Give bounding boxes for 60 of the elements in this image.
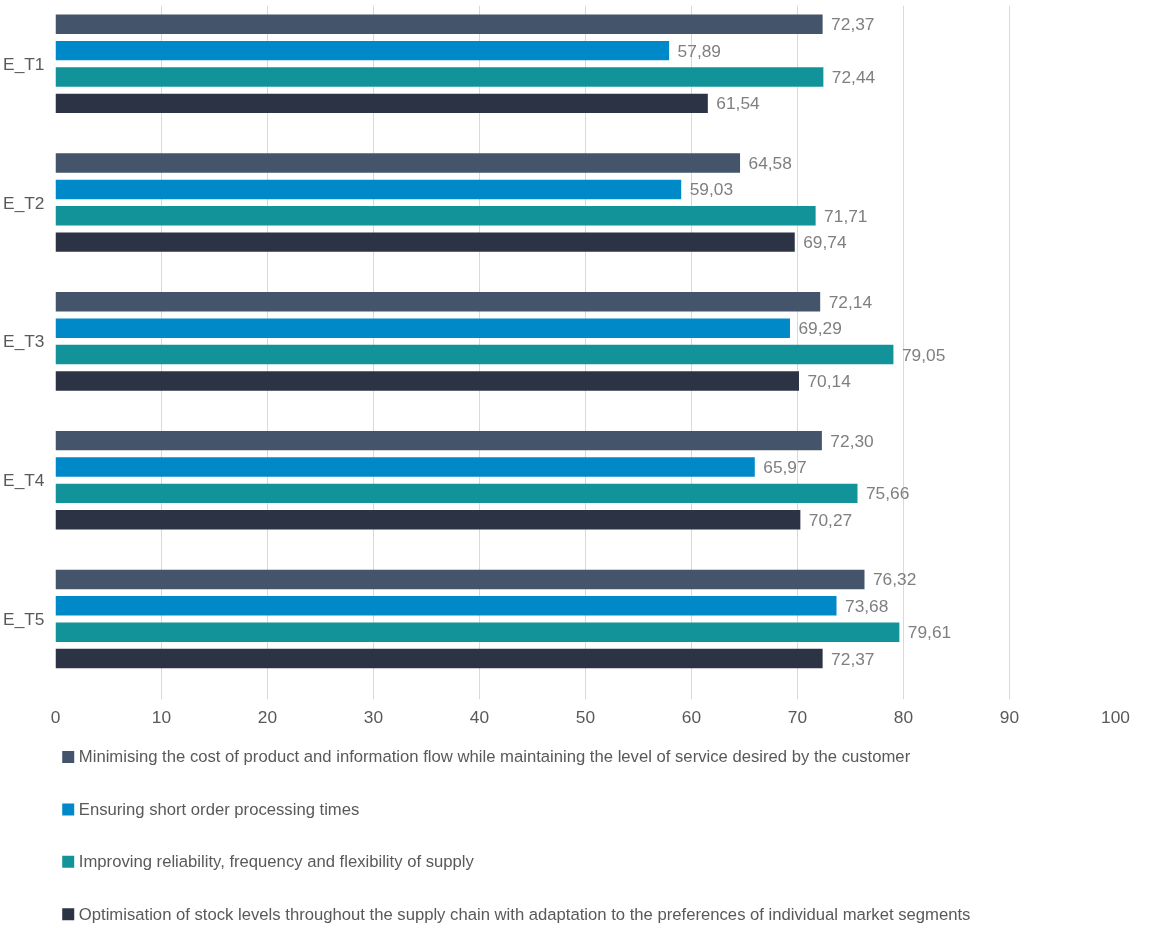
legend-label: Improving reliability, frequency and flexibility of supply [78,852,475,872]
x-tick-label: 10 [151,706,172,727]
bar [55,232,795,252]
x-tick-label: 100 [1101,706,1130,727]
y-tick-label: E_T4 [3,470,45,491]
bar [55,153,741,173]
bar [55,622,900,642]
data-label: 61,54 [716,93,761,114]
legend-label: Minimising the cost of product and information flow while maintaining the level of service desired by the customer [78,747,911,767]
x-tick-label: 50 [575,706,596,727]
data-label: 70,14 [807,370,852,391]
bar [55,596,837,616]
data-label: 72,14 [828,291,873,312]
bar [55,318,790,338]
y-tick-label: E_T1 [3,53,45,74]
x-tick-label: 60 [681,706,702,727]
bar [55,292,821,312]
x-tick-label: 20 [257,706,278,727]
data-label: 79,05 [901,344,946,365]
data-label: 73,68 [844,595,889,616]
x-tick-label: 0 [50,706,61,727]
bar [55,569,865,590]
data-label: 59,03 [689,179,734,200]
bar [55,648,823,669]
data-label: 75,66 [865,483,910,504]
legend-label: Ensuring short order processing times [78,799,360,819]
data-label: 64,58 [748,153,792,174]
bar [55,371,799,391]
x-tick-label: 80 [893,706,914,727]
data-label: 65,97 [763,457,807,478]
bar [55,344,894,365]
bar [55,430,822,451]
bar [55,93,708,114]
data-label: 70,27 [808,509,853,530]
y-tick-label: E_T3 [3,331,45,352]
data-label: 72,30 [830,430,874,451]
bar [55,179,682,200]
data-label: 72,37 [831,648,875,669]
y-tick-label: E_T5 [3,609,45,629]
data-label: 71,71 [824,205,868,226]
bar [55,14,823,34]
data-label: 79,61 [907,622,952,643]
data-label: 72,44 [831,66,876,87]
bar [55,206,816,226]
bar [55,457,755,477]
legend-label: Optimisation of stock levels throughout the supply chain with adaptation to the preferences of individual market segments [78,904,971,924]
x-tick-label: 90 [999,706,1020,727]
bar [55,67,824,87]
bar [55,510,801,530]
data-label: 69,74 [803,232,847,253]
bar [55,40,670,61]
x-tick-label: 40 [469,706,490,727]
y-tick-label: E_T2 [3,192,45,213]
x-tick-label: 30 [363,706,384,727]
data-label: 69,29 [798,318,842,339]
data-label: 76,32 [872,569,917,590]
bar [55,483,858,504]
data-label: 57,89 [677,40,721,61]
data-label: 72,37 [831,14,875,35]
x-tick-label: 70 [787,706,808,727]
